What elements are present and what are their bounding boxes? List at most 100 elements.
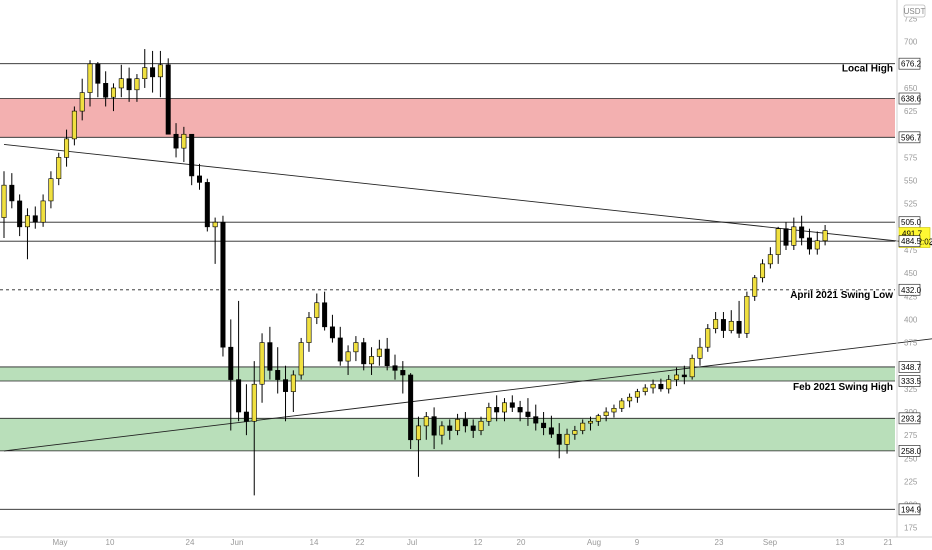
candle-body-down bbox=[236, 379, 242, 413]
candle bbox=[236, 300, 242, 422]
candle-body-up bbox=[48, 178, 54, 202]
price-tick-label: 475 bbox=[904, 246, 918, 255]
candle-body-down bbox=[533, 416, 539, 424]
horizontal-levels bbox=[0, 63, 895, 510]
candle bbox=[384, 337, 390, 371]
candle bbox=[24, 208, 30, 260]
price-tick-label: 525 bbox=[904, 200, 918, 209]
time-tick-label: 14 bbox=[310, 538, 319, 547]
candle bbox=[431, 407, 437, 450]
price-label: 333.5 bbox=[901, 377, 922, 386]
price-tick-label: 375 bbox=[904, 339, 918, 348]
candle bbox=[619, 398, 625, 413]
candle-body-up bbox=[713, 319, 719, 329]
candle bbox=[369, 347, 375, 375]
candle bbox=[423, 412, 429, 440]
price-label: 348.7 bbox=[901, 363, 922, 372]
candle bbox=[697, 337, 703, 366]
candle bbox=[204, 178, 210, 232]
candle-body-down bbox=[173, 133, 179, 149]
candle-body-up bbox=[251, 383, 257, 422]
candle bbox=[681, 365, 687, 385]
candle-body-up bbox=[697, 346, 703, 359]
candle bbox=[580, 419, 586, 435]
candle-body-up bbox=[439, 425, 445, 436]
candle-body-down bbox=[165, 64, 171, 135]
price-label-box bbox=[898, 235, 921, 248]
time-tick-label: Jul bbox=[407, 538, 417, 547]
time-tick-label: 23 bbox=[715, 538, 724, 547]
candle bbox=[110, 83, 116, 112]
candle-body-up bbox=[564, 433, 570, 445]
time-axis[interactable]: May 10 24 Jun 14 22 Jul 12 20 Aug 9 23 Sep 13 21 bbox=[52, 538, 893, 547]
price-label: 596.7 bbox=[901, 133, 922, 142]
candle bbox=[470, 419, 476, 438]
price-tick-label: 175 bbox=[904, 524, 918, 533]
candle bbox=[17, 194, 23, 237]
candle bbox=[548, 415, 554, 438]
candle bbox=[642, 384, 648, 396]
candle-body-up bbox=[478, 420, 484, 431]
price-tick-label: 450 bbox=[904, 269, 918, 278]
candle-body-down bbox=[275, 370, 281, 380]
price-tick-label: 700 bbox=[904, 38, 918, 47]
candle-body-up bbox=[290, 374, 296, 392]
candle-body-up bbox=[157, 64, 163, 78]
price-tick-label: 425 bbox=[904, 292, 918, 301]
candle bbox=[556, 423, 562, 459]
candle bbox=[228, 319, 234, 431]
candle bbox=[799, 215, 805, 246]
time-tick-label: 20 bbox=[517, 538, 526, 547]
candle bbox=[71, 106, 77, 146]
candle bbox=[40, 194, 46, 227]
candle-body-up bbox=[728, 320, 734, 331]
candle-body-up bbox=[814, 240, 820, 250]
candle-body-down bbox=[126, 78, 132, 91]
candle-body-down bbox=[103, 83, 109, 98]
candle bbox=[541, 412, 547, 436]
price-tick-label: 325 bbox=[904, 385, 918, 394]
candle-body-down bbox=[494, 407, 500, 413]
candle bbox=[720, 312, 726, 338]
price-label: 432.0 bbox=[901, 286, 922, 295]
candle-body-up bbox=[212, 221, 218, 228]
candle bbox=[783, 222, 789, 250]
candle bbox=[79, 78, 85, 121]
candle bbox=[87, 60, 93, 107]
candle-body-up bbox=[415, 425, 421, 441]
candle bbox=[157, 50, 163, 98]
candle-body-down bbox=[548, 427, 554, 435]
price-tick-label: 225 bbox=[904, 477, 918, 486]
candle bbox=[9, 173, 15, 209]
candle-body-up bbox=[587, 420, 593, 424]
candle bbox=[150, 50, 156, 93]
candle-body-down bbox=[509, 402, 515, 408]
price-label: 484.5 bbox=[901, 237, 922, 246]
candle-body-up bbox=[611, 408, 617, 413]
candle-body-down bbox=[541, 422, 547, 429]
candle-body-up bbox=[306, 317, 312, 343]
candle bbox=[478, 416, 484, 436]
candle bbox=[533, 404, 539, 431]
candle bbox=[736, 300, 742, 338]
candle-body-up bbox=[40, 200, 46, 223]
annotation-label: Feb 2021 Swing High bbox=[793, 382, 893, 393]
price-tick-label: 400 bbox=[904, 315, 918, 324]
candle bbox=[455, 413, 461, 436]
candle bbox=[408, 373, 414, 450]
candle bbox=[603, 407, 609, 422]
candle bbox=[767, 247, 773, 269]
candle-body-up bbox=[353, 342, 359, 353]
candle bbox=[462, 412, 468, 433]
candle bbox=[439, 421, 445, 445]
candle bbox=[259, 333, 265, 403]
candle bbox=[329, 314, 335, 343]
candle-body-down bbox=[431, 416, 437, 436]
candle-body-down bbox=[681, 374, 687, 378]
candle bbox=[197, 163, 203, 190]
candle bbox=[587, 416, 593, 431]
candle-body-up bbox=[666, 379, 672, 390]
candle bbox=[353, 336, 359, 362]
candle-body-down bbox=[150, 67, 156, 78]
